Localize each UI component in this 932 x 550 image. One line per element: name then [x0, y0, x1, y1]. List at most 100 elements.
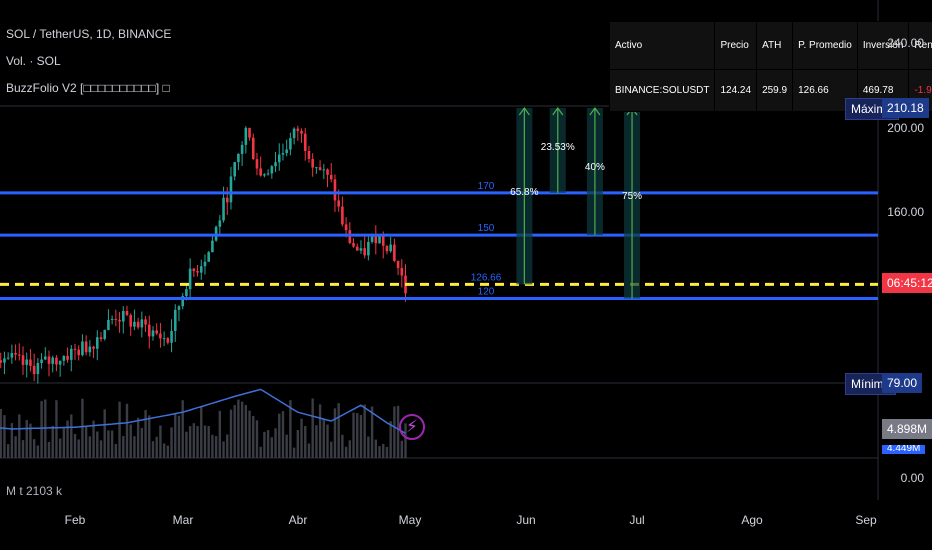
candle-body	[237, 153, 240, 163]
volume-bar	[289, 400, 292, 458]
volume-bar	[359, 414, 363, 458]
candle-body	[173, 309, 177, 331]
candle-body	[51, 357, 55, 364]
level-label: 170	[478, 181, 495, 192]
candle-body	[240, 144, 244, 154]
volume-bar	[192, 423, 196, 458]
candle-body	[40, 359, 43, 363]
volume-bar	[51, 425, 54, 458]
header-cell: ATH	[756, 21, 794, 70]
volume-bar	[374, 439, 378, 458]
level-label: 150	[478, 223, 495, 234]
candle-body	[222, 197, 225, 221]
volume-bar	[181, 400, 184, 458]
candle-body	[140, 319, 144, 328]
candle-body	[121, 310, 125, 322]
candle-body	[359, 248, 363, 251]
candle-body	[133, 321, 136, 327]
candle-body	[233, 162, 236, 177]
candle-body	[6, 357, 10, 359]
candle-body	[370, 234, 374, 242]
candle-body	[203, 261, 207, 267]
target-arrow-head	[518, 106, 530, 116]
candle-body	[311, 159, 314, 168]
candle-body	[144, 319, 147, 325]
time-tick: Abr	[288, 513, 308, 527]
time-tick: Feb	[64, 513, 86, 527]
volume-bar	[344, 446, 348, 458]
candle-body	[73, 348, 77, 350]
time-tick: Sep	[855, 513, 877, 527]
symbol-legend[interactable]: SOL / TetherUS, 1D, BINANCE	[6, 27, 171, 41]
header-cell: Inversión	[856, 21, 910, 70]
volume-bar	[348, 440, 352, 458]
candle-body	[81, 341, 84, 356]
portfolio-table: Activo Precio ATH P. Promedio Inversión …	[608, 21, 932, 112]
candle-body	[92, 346, 95, 349]
volume-bar	[125, 403, 129, 458]
candle-body	[270, 166, 274, 174]
candle-body	[393, 244, 396, 261]
candle-body	[367, 241, 370, 256]
target-percent-label: 23.53%	[541, 142, 575, 153]
volume-bar	[188, 426, 192, 458]
candle-body	[244, 127, 248, 145]
candle-body	[218, 220, 222, 227]
indicator-legend[interactable]: BuzzFolio V2 [□□□□□□□□□□] □	[6, 81, 170, 95]
target-percent-label: 65.8%	[510, 187, 538, 198]
price-tick: 240.00	[887, 36, 924, 50]
bottom-legend-text: M t 2103 k	[6, 484, 63, 498]
volume-bar	[292, 447, 296, 458]
volume-bar	[237, 399, 240, 458]
candle-body	[378, 235, 381, 244]
volume-bar	[14, 436, 17, 458]
target-percent-label: 75%	[622, 191, 642, 202]
volume-bar	[96, 431, 99, 458]
candle-body	[170, 330, 173, 343]
candle-body	[292, 128, 296, 139]
volume-bar	[148, 415, 151, 458]
volume-bar	[393, 406, 396, 458]
candle-body	[99, 337, 103, 339]
candle-body	[289, 138, 292, 150]
candle-body	[25, 359, 29, 365]
average-price-label: 126.66	[471, 272, 502, 283]
volume-bar	[118, 401, 121, 458]
volume-bar	[36, 445, 40, 458]
volume-bar	[326, 424, 329, 458]
candle-body	[166, 338, 170, 343]
bottom-legend: M t 2103 k	[6, 484, 62, 498]
volume-bar	[122, 436, 125, 458]
volume-bar	[81, 398, 84, 458]
volume-bar	[222, 441, 225, 458]
table-header-row: Activo Precio ATH P. Promedio Inversión …	[608, 21, 932, 70]
symbol-title: SOL / TetherUS, 1D, BINANCE	[6, 27, 172, 41]
lightning-icon[interactable]: ⚡	[399, 414, 425, 440]
volume-bar	[363, 404, 366, 458]
table-cell: 259.9	[756, 69, 794, 112]
candle-body	[281, 153, 285, 155]
candle-body	[355, 246, 359, 251]
volume-bar	[10, 423, 14, 458]
volume-bar	[21, 440, 25, 458]
volume-bar	[337, 403, 340, 458]
volume-bar	[62, 427, 66, 458]
volume-bar	[0, 408, 2, 458]
candle-body	[300, 130, 303, 134]
candle-body	[155, 330, 158, 334]
volume-bar	[281, 411, 285, 458]
volume-bar	[255, 420, 259, 458]
volume-legend[interactable]: Vol. · SOL	[6, 54, 61, 68]
candle-body	[192, 268, 196, 272]
volume-bar	[382, 443, 385, 458]
candle-body	[274, 162, 277, 167]
candle-body	[114, 319, 118, 321]
candle-body	[318, 167, 322, 171]
candle-body	[77, 349, 81, 356]
volume-bar	[166, 445, 170, 458]
candle-body	[263, 174, 266, 176]
volume-bar	[370, 406, 374, 458]
volume-bar	[318, 404, 322, 458]
candle-body	[363, 248, 366, 256]
